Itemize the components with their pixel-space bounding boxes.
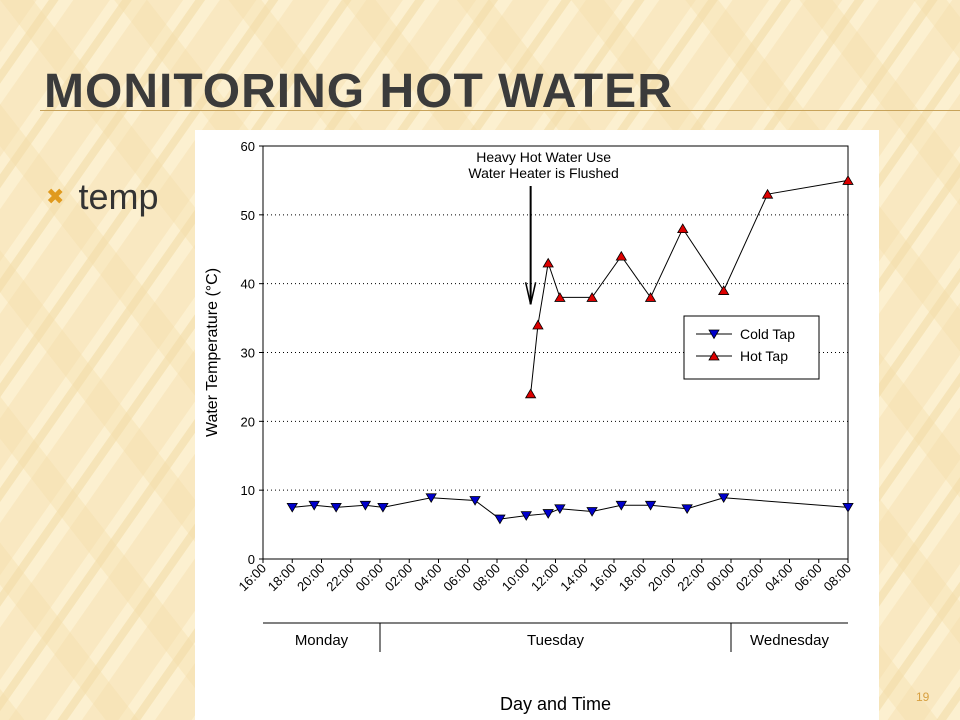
x-tick-label: 16:00 [236,561,270,595]
x-tick-label: 10:00 [499,561,533,595]
data-point [520,511,532,521]
y-tick-label: 40 [241,277,255,292]
slide-title: Monitoring Hot Water [44,65,673,118]
x-tick-label: 04:00 [411,561,445,595]
x-tick-label: 06:00 [440,561,474,595]
legend-box [683,315,820,380]
x-tick-label: 00:00 [353,561,387,595]
x-tick-label: 02:00 [733,561,767,595]
x-tick-label: 12:00 [528,561,562,595]
data-point [717,285,730,295]
y-tick-label: 30 [241,346,255,361]
legend-label: Cold Tap [740,326,795,342]
data-point [554,504,566,515]
data-point [586,507,598,517]
data-point [842,175,854,185]
day-label: Monday [295,632,349,649]
data-point [532,319,544,330]
slide-number: 19 [916,690,930,704]
x-tick-label: 02:00 [382,561,416,595]
data-point [330,502,342,513]
data-point [761,188,774,199]
x-tick-label: 22:00 [323,561,357,595]
x-tick-label: 20:00 [294,561,328,595]
data-point [359,500,372,511]
legend: Cold Tap Hot Tap [683,315,820,380]
x-tick-label: 04:00 [762,561,796,595]
temperature-chart: 0 10 20 30 40 50 60 Water Temperature (°C) 16:00… [204,139,855,714]
y-tick-label: 50 [241,208,255,223]
x-tick-label: 14:00 [557,561,591,595]
data-point [644,500,657,511]
data-point [286,502,298,513]
x-bullet-icon: ✖ [46,184,65,209]
x-tick-label: 00:00 [704,561,738,595]
data-point [494,514,506,525]
data-point [681,504,693,515]
legend-label: Hot Tap [740,348,788,364]
x-tick-label: 22:00 [674,561,708,595]
day-label: Tuesday [527,632,584,649]
x-axis-label: Day and Time [500,694,611,714]
x-tick-label: 20:00 [645,561,679,595]
data-point [677,223,689,233]
data-point [469,496,481,506]
series-hot-tap [524,175,854,399]
y-axis-label: Water Temperature (°C) [204,268,221,437]
data-point [425,493,437,504]
data-point [615,500,628,511]
annotation-text: Water Heater is Flushed [468,165,618,181]
series-cold-tap [286,493,854,525]
y-tick-label: 20 [241,414,255,429]
legend-marker [708,350,720,361]
x-tick-label: 16:00 [587,561,621,595]
legend-marker [708,329,720,340]
y-tick-label: 60 [241,139,255,154]
x-tick-label: 18:00 [616,561,650,595]
data-point [524,388,537,399]
x-tick-label: 06:00 [791,561,825,595]
chart-panel: 0 10 20 30 40 50 60 Water Temperature (°C) 16:00… [195,130,879,720]
data-point [717,493,730,504]
data-point [644,292,657,302]
annotation-text: Heavy Hot Water Use [476,149,611,165]
day-label: Wednesday [750,632,829,649]
data-point [554,292,566,302]
data-point [542,257,554,268]
data-point [377,502,389,513]
data-point [586,292,598,302]
data-point [842,502,854,513]
data-point [542,509,554,519]
bullet-item: ✖ temp [46,176,158,218]
series-line [292,497,849,520]
y-tick-label: 10 [241,483,255,498]
x-tick-label: 08:00 [821,561,855,595]
y-tick-label: 0 [248,552,255,567]
annotation-arrow-head [524,282,537,305]
data-point [308,500,320,511]
title-underline [40,110,960,111]
x-tick-label: 08:00 [470,561,504,595]
x-tick-label: 18:00 [265,561,299,595]
bullet-text: temp [78,176,159,217]
data-point [615,250,628,261]
